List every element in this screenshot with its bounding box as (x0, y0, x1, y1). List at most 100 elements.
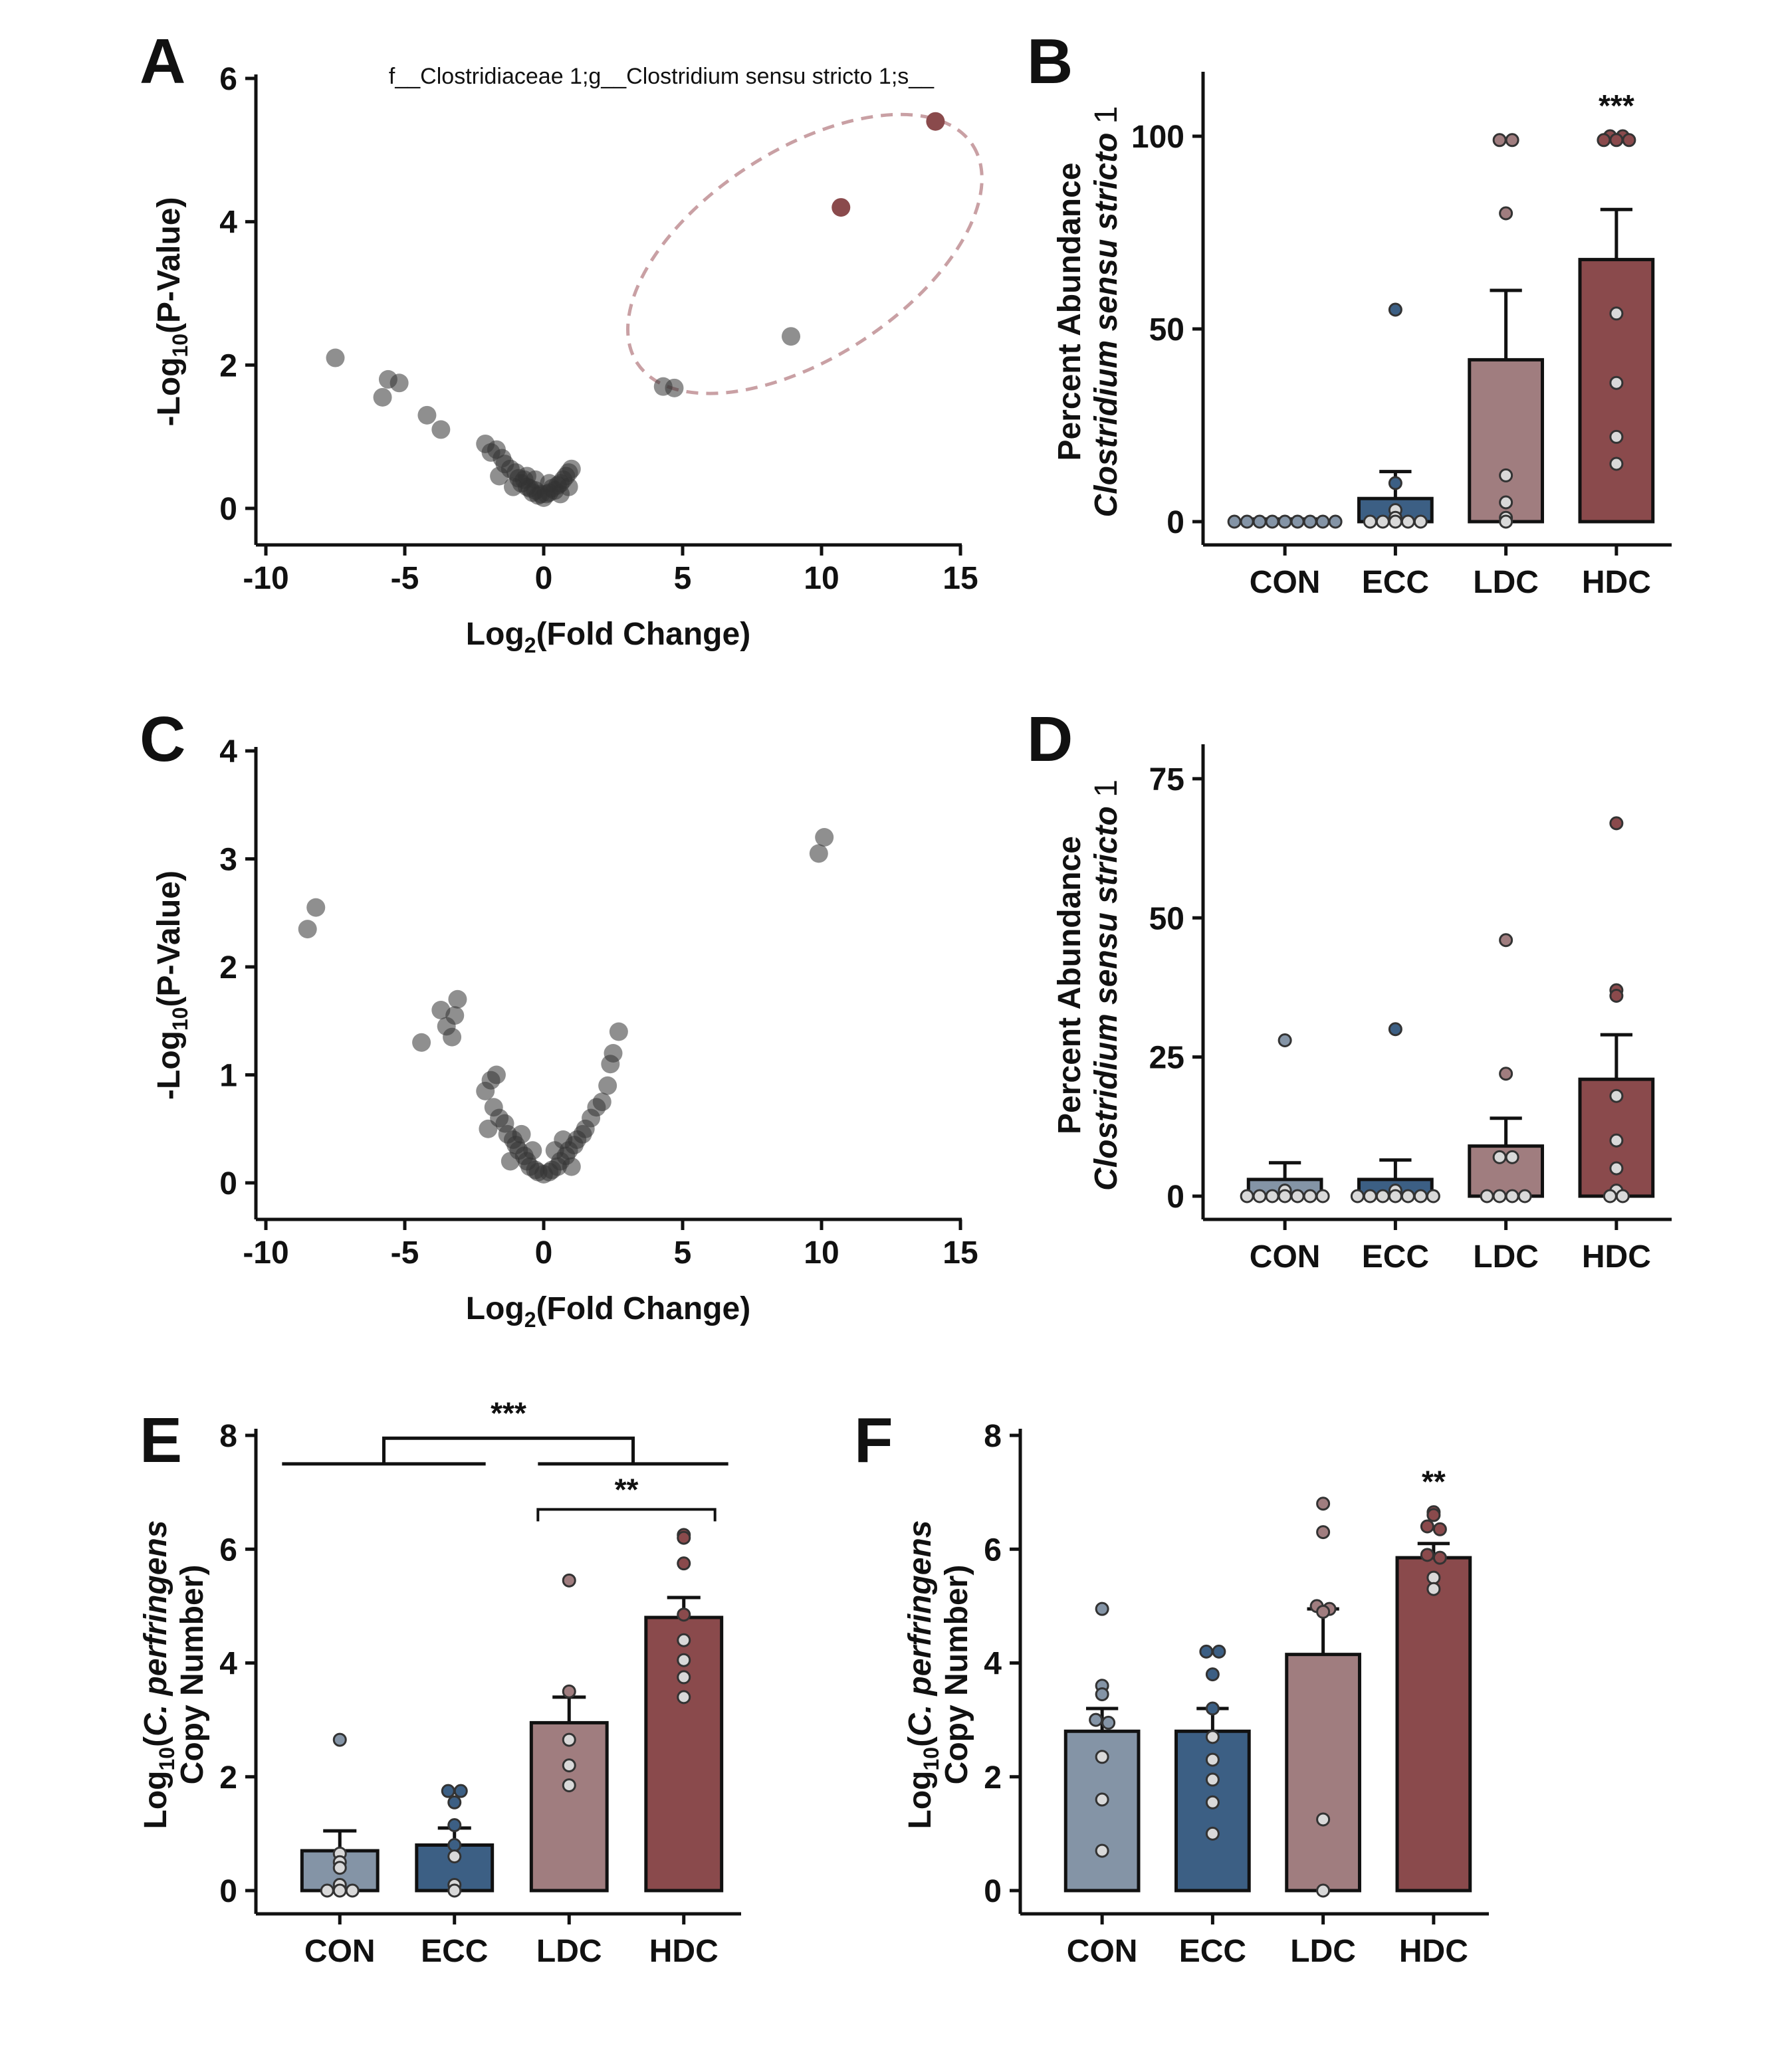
data-point (1413, 514, 1428, 529)
data-point (677, 1653, 691, 1667)
data-point (1227, 514, 1242, 529)
volcano-point (501, 1152, 520, 1171)
data-point (1499, 933, 1513, 948)
y-tick-label: 0 (219, 1166, 237, 1201)
data-point (1499, 514, 1513, 529)
data-point (1252, 1189, 1267, 1203)
data-point (1303, 1189, 1317, 1203)
x-tick-label: HDC (1582, 565, 1651, 600)
y-tick-label: 8 (984, 1419, 1002, 1454)
data-point (1303, 514, 1317, 529)
volcano-point (554, 1130, 573, 1149)
volcano-point (443, 1027, 462, 1047)
data-point (1363, 1189, 1377, 1203)
data-point (1316, 1883, 1331, 1898)
x-tick-label: 5 (674, 1235, 692, 1271)
volcano-point (490, 466, 509, 486)
data-point (1240, 1189, 1254, 1203)
x-tick-label: CON (1250, 1239, 1321, 1275)
data-point (1609, 1161, 1624, 1176)
y-tick-label: 0 (219, 492, 237, 527)
data-point (1420, 1548, 1434, 1562)
y-tick-label: 6 (984, 1532, 1002, 1568)
y-tick-label: 2 (984, 1760, 1002, 1796)
data-point (1316, 1812, 1331, 1827)
x-axis-label: Log2(Fold Change) (466, 617, 750, 657)
data-point (562, 1732, 576, 1747)
volcano-point (598, 1076, 617, 1095)
x-tick-label: 10 (804, 561, 839, 596)
data-point (1388, 476, 1402, 490)
data-point (1240, 514, 1254, 529)
y-tick-label: 6 (219, 62, 237, 97)
data-point (1603, 1189, 1617, 1203)
volcano-point (609, 1022, 628, 1041)
y-axis-label-line2: Copy Number) (175, 1565, 210, 1785)
data-point (1205, 1772, 1220, 1787)
data-point (1095, 1843, 1109, 1858)
data-point (1316, 1525, 1331, 1540)
data-point (1375, 1189, 1390, 1203)
y-tick-label: 6 (219, 1532, 237, 1568)
bar (1395, 1556, 1472, 1893)
data-point (1388, 1189, 1402, 1203)
bar (1285, 1653, 1361, 1893)
data-point (1328, 514, 1343, 529)
x-tick-label: HDC (649, 1934, 719, 1969)
data-point (1597, 133, 1611, 148)
data-point (1095, 1750, 1109, 1764)
y-tick-label: 4 (219, 205, 237, 241)
data-point (1413, 1189, 1428, 1203)
highlight-point (832, 198, 851, 217)
panel-C: C 0 1 2 3 4 -10 -5 0 5 10 15 Log2(Fold Change) -Log10… (140, 704, 978, 1332)
bracket-connector (382, 1436, 635, 1464)
y-axis-label-line1: Percent Abundance (1052, 836, 1087, 1134)
data-point (1363, 514, 1377, 529)
data-point (1499, 206, 1513, 221)
data-point (1400, 1189, 1415, 1203)
data-point (1609, 429, 1624, 444)
x-tick-label: LDC (1290, 1934, 1356, 1969)
x-tick-label: LDC (1473, 1239, 1539, 1275)
data-point (447, 1838, 462, 1852)
y-tick-label: 2 (219, 348, 237, 383)
volcano-point (373, 387, 392, 407)
panel-letter: F (854, 1405, 893, 1476)
data-point (332, 1732, 347, 1747)
data-point (1400, 514, 1415, 529)
y-axis-label-line1: Log10(C. perfringens (903, 1520, 943, 1829)
data-point (332, 1861, 347, 1875)
data-point (1265, 1189, 1279, 1203)
x-tick-label: -5 (391, 1235, 419, 1271)
data-point (677, 1607, 691, 1622)
y-tick-label: 0 (219, 1874, 237, 1909)
data-point (562, 1758, 576, 1773)
bar (1468, 1144, 1544, 1198)
chart-title: f__Clostridiaceae 1;g__Clostridium sensu… (389, 64, 935, 89)
y-axis-label-line1: Percent Abundance (1052, 163, 1087, 461)
data-point (1492, 133, 1507, 148)
data-point (1426, 1570, 1441, 1585)
x-tick-label: ECC (1362, 565, 1429, 600)
x-tick-label: ECC (1362, 1239, 1429, 1275)
data-point (1278, 1033, 1292, 1047)
panel-letter: E (140, 1405, 182, 1476)
panel-A: A 0 2 4 6 -10 -5 0 5 10 15 Log2(Fold Change) -Log10(… (140, 26, 984, 657)
y-tick-label: 2 (219, 1760, 237, 1796)
data-point (1315, 514, 1330, 529)
data-point (1499, 468, 1513, 482)
panel-E: E 0 2 4 6 8 CON ECC LDC HDC Log10(C. perfringens Co… (138, 1396, 741, 1969)
volcano-point (809, 844, 828, 863)
data-point (1622, 133, 1636, 148)
data-point (345, 1883, 360, 1898)
y-tick-label: 25 (1149, 1041, 1184, 1076)
data-point (1290, 1189, 1305, 1203)
x-tick-label: -10 (243, 561, 288, 596)
y-tick-label: 4 (219, 734, 237, 770)
y-tick-label: 4 (984, 1647, 1002, 1682)
data-point (677, 1556, 691, 1571)
data-point (441, 1784, 455, 1798)
panel-letter: A (140, 26, 185, 97)
data-point (1205, 1667, 1220, 1682)
